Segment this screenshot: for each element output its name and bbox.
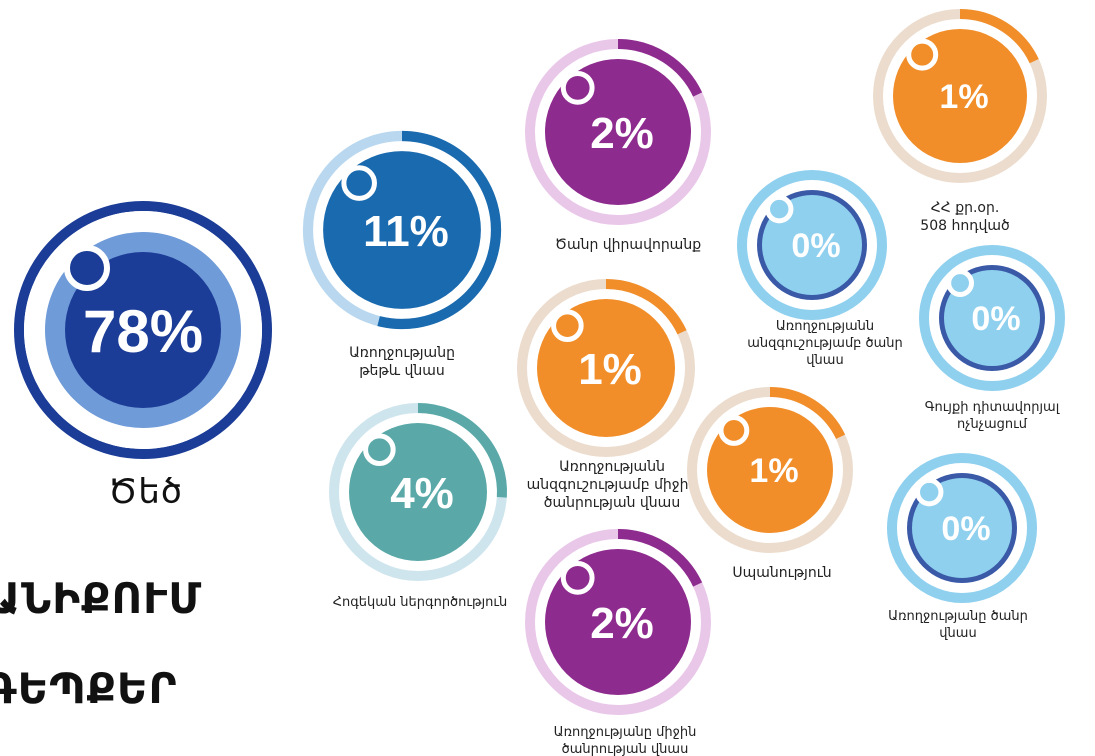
- item-6-track-ring: [919, 245, 1065, 391]
- item-7-value-arc: [417, 403, 507, 498]
- item-10-value-arc: [617, 529, 703, 587]
- item-0-knob: [64, 245, 110, 291]
- item-6-knob: [946, 269, 974, 297]
- item-9-knob: [915, 477, 944, 507]
- item-10-category-label: Առողջությանը միջին: [554, 725, 697, 740]
- cropped-heading-line-1: ԱՆԻՔՈՒՄ: [0, 574, 203, 623]
- item-3-knob: [906, 38, 939, 71]
- item-8-value-label: 1%: [749, 452, 798, 490]
- item-6-category-label: Գույքի դիտավորյալ: [925, 400, 1060, 415]
- item-1-category-label: թեթև վնաս: [359, 363, 445, 379]
- item-0-outer-ring: [14, 201, 272, 459]
- item-2-value-label: 2%: [590, 109, 654, 158]
- item-1-category-label: Առողջությանը: [349, 345, 455, 361]
- item-5-category-label: անզգուշությամբ միջին: [527, 477, 698, 493]
- item-6-value-label: 0%: [971, 300, 1020, 338]
- item-1-knob: [341, 165, 377, 201]
- cropped-heading-line-2: ԳԵՊՔԵՐ: [0, 664, 178, 713]
- item-5-knob: [551, 309, 584, 342]
- item-3-value-arc: [959, 9, 1039, 64]
- item-2-category-label: Ծանր վիրավորանք: [555, 237, 701, 253]
- item-7-value-label: 4%: [390, 469, 454, 518]
- item-8-category-label: Սպանություն: [732, 565, 831, 581]
- item-5-category-label: Առողջությանն: [559, 459, 665, 475]
- item-1-value-label: 11%: [363, 207, 449, 256]
- item-9-track-ring: [887, 453, 1037, 603]
- item-3-category-label: ՀՀ քր.օր.: [931, 200, 1000, 216]
- item-4-value-label: 0%: [791, 227, 840, 265]
- item-0-gap-ring: [24, 211, 262, 449]
- item-0-disc: [65, 252, 221, 408]
- item-1-value-arc: [377, 130, 502, 330]
- item-5-category-label: ծանրության վնաս: [544, 495, 680, 511]
- item-4-category-label: վնաս: [806, 353, 843, 368]
- item-7-knob: [363, 433, 396, 466]
- item-4-track-ring: [737, 170, 887, 320]
- item-10-category-label: ծանրության վնաս: [562, 742, 689, 756]
- item-8-value-arc: [769, 387, 846, 440]
- item-5-value-arc: [605, 279, 687, 335]
- item-0-value-label: 78%: [83, 298, 203, 365]
- item-3-category-label: 508 հոդված: [920, 218, 1009, 234]
- item-9-category-label: վնաս: [939, 626, 976, 641]
- item-5-value-label: 1%: [578, 345, 642, 394]
- item-4-category-label: Առողջությանն: [776, 319, 874, 334]
- item-6-category-label: ոչնչացում: [957, 417, 1028, 432]
- item-7-category-label: Հոգեկան ներգործություն: [333, 595, 508, 610]
- item-9-category-label: Առողջությանը ծանր: [888, 609, 1028, 624]
- item-8-knob: [718, 415, 750, 446]
- item-2-knob: [560, 70, 595, 105]
- item-3-value-label: 1%: [939, 78, 988, 116]
- item-9-value-label: 0%: [941, 510, 990, 548]
- item-4-category-label: անզգուշությամբ ծանր: [747, 336, 903, 351]
- category-label-tsets: Ծեծ: [108, 472, 184, 512]
- item-10-knob: [560, 560, 595, 595]
- item-2-value-arc: [617, 39, 703, 97]
- item-10-value-label: 2%: [590, 599, 654, 648]
- item-4-knob: [765, 194, 794, 224]
